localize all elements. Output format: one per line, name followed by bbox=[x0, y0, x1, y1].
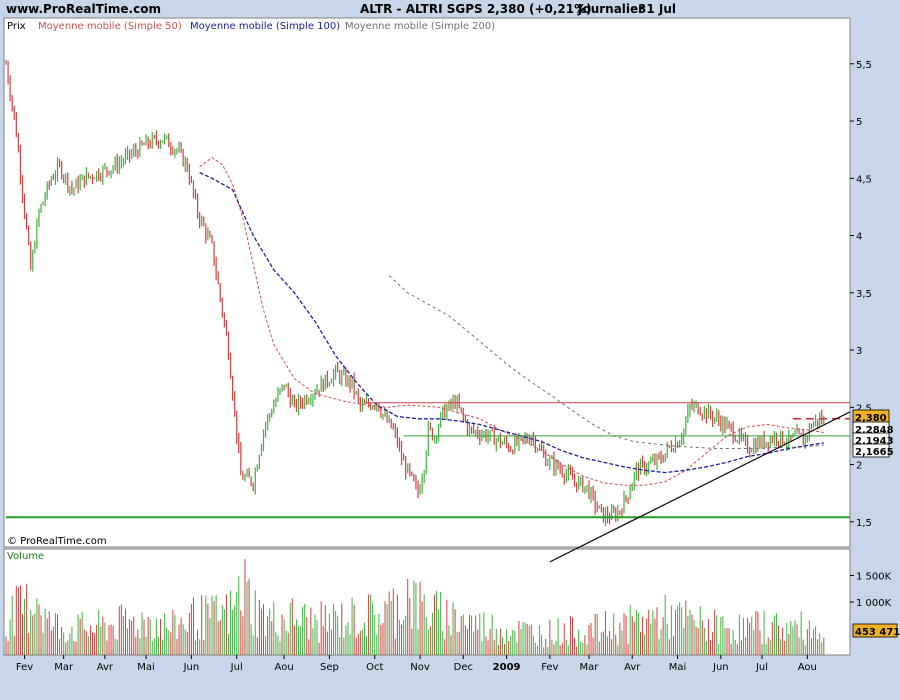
price-y-tick-label: 1,5 bbox=[856, 518, 872, 529]
price-y-tick-label: 2 bbox=[856, 461, 862, 472]
x-tick-label: Aou bbox=[275, 662, 294, 673]
watermark: © ProRealTime.com bbox=[7, 536, 107, 547]
price-y-tick-label: 2,5 bbox=[856, 403, 872, 414]
price-y-tick-label: 5 bbox=[856, 117, 862, 128]
x-tick-label: Fev bbox=[541, 662, 558, 673]
ma-line-50 bbox=[199, 157, 824, 486]
trendline bbox=[549, 411, 851, 563]
ma-line-200 bbox=[388, 275, 824, 449]
horizontal-lines bbox=[6, 402, 851, 563]
legend-ma200: Moyenne mobile (Simple 200) bbox=[345, 21, 495, 32]
volume-last-tag-text: 453 471 bbox=[855, 627, 900, 638]
price-panel bbox=[3, 17, 851, 548]
value-tag-text: 2,1943 bbox=[855, 436, 894, 447]
volume-panel bbox=[3, 548, 851, 656]
moving-average-lines bbox=[199, 157, 824, 486]
x-tick-label: Sep bbox=[320, 662, 339, 673]
x-tick-label: Mai bbox=[137, 662, 155, 673]
date-label: 31 Jul bbox=[638, 2, 676, 16]
legend-ma50: Moyenne mobile (Simple 50) bbox=[38, 21, 182, 32]
volume-panel-title: Volume bbox=[7, 551, 44, 562]
instrument-title: ALTR - ALTRI SGPS 2,380 (+0,21%) bbox=[360, 2, 592, 16]
price-y-tick-label: 3,5 bbox=[856, 289, 872, 300]
volume-last-tag bbox=[852, 623, 898, 638]
value-tag-text: 2,2848 bbox=[855, 425, 894, 436]
x-tick-label: Avr bbox=[97, 662, 114, 673]
price-y-tick-label: 4 bbox=[856, 232, 862, 243]
price-y-tick-label: 3 bbox=[856, 346, 862, 357]
legend-ma100: Moyenne mobile (Simple 100) bbox=[190, 21, 340, 32]
x-tick-label: Aou bbox=[798, 662, 817, 673]
x-tick-label: Mar bbox=[54, 662, 74, 673]
value-tag-text: 2,1665 bbox=[855, 447, 894, 458]
price-bars bbox=[5, 59, 825, 527]
x-tick-label: Oct bbox=[366, 662, 383, 673]
x-tick-label: Jul bbox=[755, 662, 768, 673]
price-y-tick-label: 4,5 bbox=[856, 174, 872, 185]
price-y-tick-label: 5,5 bbox=[856, 60, 872, 71]
x-tick-label: Mai bbox=[669, 662, 687, 673]
period-label: Journalier bbox=[578, 2, 645, 16]
x-axis: Fev Mar Avr Mai Jun Jul Aou Sep Oct Nov Dec 2009 Fev… bbox=[16, 655, 817, 673]
x-tick-label: Dec bbox=[454, 662, 473, 673]
x-tick-label: Nov bbox=[410, 662, 430, 673]
x-tick-label: Fev bbox=[16, 662, 33, 673]
price-panel-title: Prix bbox=[7, 21, 26, 32]
value-tag-text: 2,380 bbox=[855, 413, 887, 424]
volume-y-axis: 1 000K 1 500K bbox=[850, 572, 892, 609]
price-y-axis: 1,5 2 2,5 3 3,5 4 4,5 5 5,5 bbox=[850, 60, 872, 529]
x-tick-label: Jun bbox=[183, 662, 200, 673]
x-tick-label: Mar bbox=[580, 662, 600, 673]
x-tick-label: Jun bbox=[712, 662, 729, 673]
chart-header: www.ProRealTime.com ALTR - ALTRI SGPS 2,… bbox=[0, 0, 900, 18]
x-tick-label: Jul bbox=[230, 662, 243, 673]
x-tick-label: Avr bbox=[624, 662, 641, 673]
volume-bars bbox=[5, 559, 825, 655]
x-tick-label: 2009 bbox=[493, 662, 521, 673]
value-tag bbox=[852, 443, 890, 458]
volume-y-tick-label: 1 000K bbox=[856, 598, 892, 609]
ma-line-100 bbox=[199, 172, 824, 474]
site-name[interactable]: www.ProRealTime.com bbox=[6, 2, 161, 16]
volume-y-tick-label: 1 500K bbox=[856, 572, 892, 583]
